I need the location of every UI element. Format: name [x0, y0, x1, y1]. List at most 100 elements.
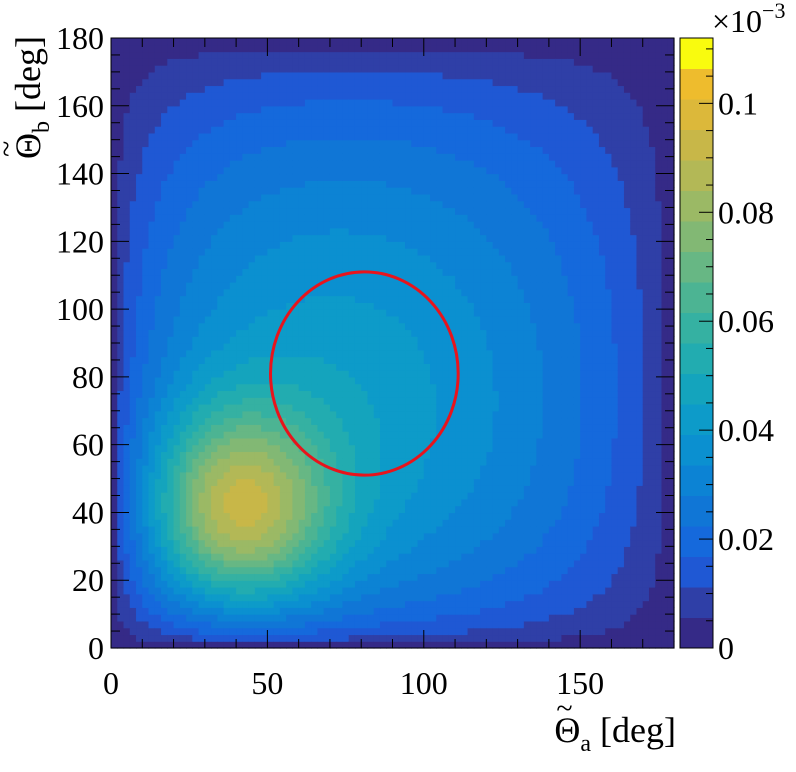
heatmap-cell	[436, 553, 444, 561]
heatmap-cell	[417, 71, 425, 80]
heatmap-cell	[248, 160, 256, 168]
heatmap-cell	[292, 397, 300, 405]
heatmap-cell	[261, 465, 268, 473]
heatmap-cell	[417, 593, 425, 602]
heatmap-cell	[292, 512, 300, 520]
heatmap-cell	[442, 153, 450, 161]
heatmap-cell	[286, 519, 294, 527]
heatmap-cell	[267, 173, 275, 181]
heatmap-cell	[217, 526, 225, 534]
heatmap-cell	[254, 607, 262, 615]
heatmap-cell	[379, 51, 387, 59]
heatmap-cell	[223, 505, 231, 514]
heatmap-cell	[242, 160, 250, 168]
heatmap-cell	[405, 349, 412, 358]
heatmap-cell	[373, 383, 381, 392]
heatmap-cell	[123, 390, 131, 398]
heatmap-cell	[242, 539, 250, 547]
heatmap-cell	[317, 315, 325, 324]
heatmap-cell	[148, 99, 156, 107]
heatmap-cell	[254, 397, 262, 405]
heatmap-cell	[354, 573, 362, 581]
heatmap-cell	[336, 471, 344, 480]
heatmap-cell	[448, 295, 456, 303]
heatmap-cell	[311, 200, 319, 209]
heatmap-cell	[348, 566, 356, 575]
heatmap-cell	[192, 254, 200, 263]
heatmap-cell	[392, 356, 400, 364]
heatmap-cell	[236, 356, 243, 364]
heatmap-cell	[129, 160, 137, 168]
heatmap-cell	[186, 437, 193, 446]
heatmap-cell	[117, 78, 125, 87]
heatmap-cell	[317, 532, 325, 541]
heatmap-cell	[186, 600, 193, 608]
heatmap-cell	[323, 356, 331, 364]
heatmap-cell	[186, 234, 193, 242]
heatmap-cell	[242, 241, 250, 249]
heatmap-cell	[436, 505, 444, 514]
heatmap-cell	[173, 315, 181, 324]
heatmap-cell	[379, 546, 387, 554]
heatmap-cell	[430, 180, 437, 188]
heatmap-cell	[236, 349, 243, 358]
heatmap-cell	[217, 153, 225, 161]
heatmap-cell	[430, 268, 437, 276]
heatmap-cell	[361, 478, 369, 486]
heatmap-cell	[348, 363, 356, 371]
heatmap-cell	[111, 58, 118, 66]
heatmap-cell	[136, 275, 143, 283]
heatmap-cell	[354, 492, 362, 500]
heatmap-cell	[342, 268, 350, 276]
heatmap-cell	[136, 261, 143, 270]
heatmap-cell	[148, 221, 156, 229]
heatmap-cell	[154, 492, 162, 500]
heatmap-cell	[204, 492, 212, 500]
heatmap-cell	[242, 614, 250, 622]
heatmap-cell	[455, 607, 462, 615]
heatmap-cell	[142, 634, 150, 642]
heatmap-cell	[311, 498, 319, 507]
heatmap-cell	[311, 417, 319, 425]
heatmap-cell	[329, 620, 337, 629]
heatmap-cell	[430, 78, 437, 87]
heatmap-cell	[448, 580, 456, 588]
heatmap-cell	[254, 580, 262, 588]
heatmap-cell	[173, 51, 181, 59]
heatmap-cell	[129, 261, 137, 270]
heatmap-cell	[179, 282, 187, 290]
heatmap-cell	[417, 234, 425, 242]
heatmap-cell	[317, 627, 325, 636]
heatmap-cell	[430, 99, 437, 107]
heatmap-cell	[154, 207, 162, 215]
heatmap-cell	[173, 431, 181, 439]
heatmap-cell	[186, 193, 193, 202]
heatmap-cell	[136, 532, 143, 541]
heatmap-cell	[386, 221, 394, 229]
heatmap-cell	[117, 38, 125, 46]
heatmap-cell	[392, 498, 400, 507]
heatmap-cell	[430, 451, 437, 459]
heatmap-cell	[273, 478, 281, 486]
heatmap-cell	[298, 424, 306, 432]
heatmap-cell	[323, 51, 331, 59]
heatmap-cell	[436, 160, 444, 168]
heatmap-cell	[161, 221, 168, 229]
heatmap-cell	[417, 166, 425, 175]
heatmap-cell	[323, 553, 331, 561]
heatmap-cell	[430, 587, 437, 595]
heatmap-cell	[186, 302, 193, 310]
heatmap-cell	[411, 173, 419, 181]
heatmap-cell	[286, 363, 294, 371]
heatmap-cell	[436, 180, 444, 188]
heatmap-cell	[261, 383, 268, 392]
heatmap-cell	[111, 315, 118, 324]
heatmap-cell	[167, 78, 175, 87]
heatmap-cell	[136, 526, 143, 534]
heatmap-cell	[279, 431, 287, 439]
heatmap-cell	[430, 465, 437, 473]
heatmap-cell	[373, 309, 381, 317]
heatmap-cell	[267, 71, 275, 80]
heatmap-cell	[373, 254, 381, 263]
heatmap-cell	[405, 627, 412, 636]
